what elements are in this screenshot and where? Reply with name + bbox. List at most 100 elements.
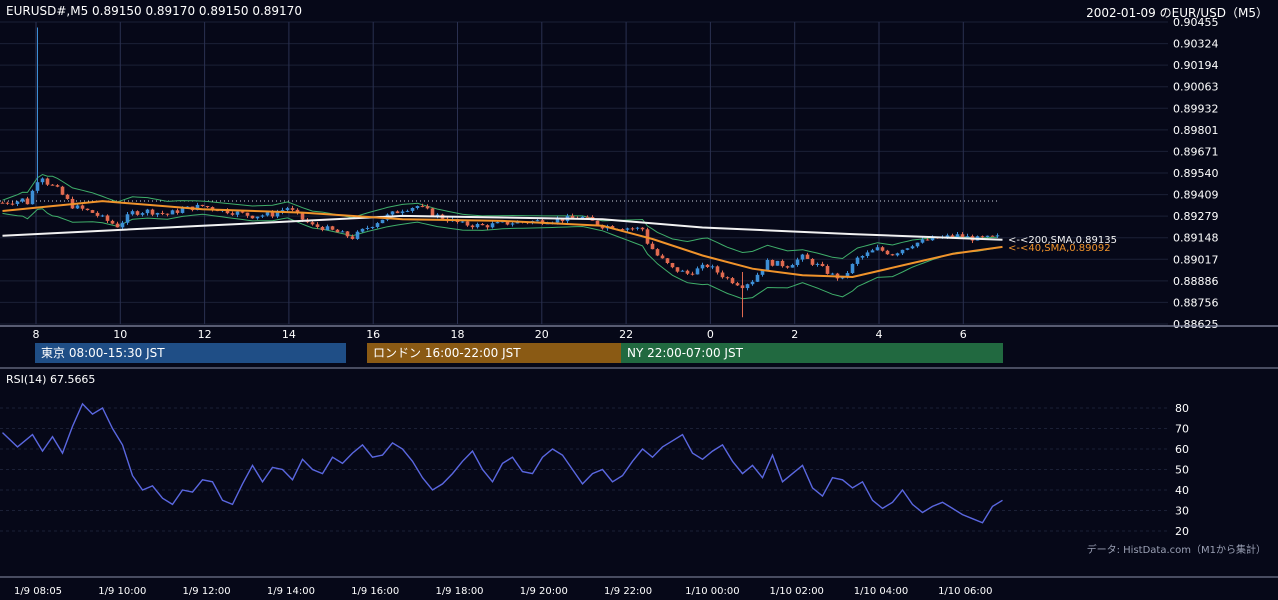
candle-body	[125, 214, 130, 223]
candle-body	[15, 201, 20, 205]
candle-body	[95, 212, 100, 216]
candle-body	[700, 264, 705, 269]
candle-body	[300, 212, 305, 220]
candle-body	[290, 208, 295, 210]
time-tick-label: 1/9 20:00	[520, 586, 568, 597]
candle-body	[465, 221, 470, 226]
candle-body	[730, 278, 735, 284]
rsi-tick-label: 70	[1175, 423, 1189, 436]
candle-body	[60, 186, 65, 195]
time-tick-label: 1/9 16:00	[351, 586, 399, 597]
price-tick-label: 0.90063	[1173, 81, 1219, 94]
candle-body	[135, 211, 140, 215]
candle-body	[325, 226, 330, 231]
candle-body	[165, 213, 170, 215]
candle-body	[110, 220, 115, 224]
hour-tick-label: 16	[366, 328, 380, 341]
candle-body	[765, 259, 770, 271]
candle-body	[365, 227, 370, 229]
candle-body	[830, 273, 835, 275]
candle-body	[210, 207, 215, 210]
candle-body	[425, 206, 430, 209]
candle-body	[735, 283, 740, 286]
candle-body	[535, 220, 540, 222]
candle-body	[200, 204, 205, 207]
candle-body	[410, 208, 415, 211]
time-tick-label: 1/10 06:00	[938, 586, 992, 597]
candle-body	[120, 222, 125, 228]
candle-body	[255, 216, 260, 219]
candle-body	[355, 231, 360, 239]
candle-body	[260, 215, 265, 217]
candle-body	[285, 208, 290, 211]
candle-body	[405, 210, 410, 212]
session-tokyo: 東京 08:00-15:30 JST	[35, 343, 346, 363]
candle-body	[495, 222, 500, 224]
candle-body	[20, 198, 25, 202]
rsi-tick-label: 60	[1175, 443, 1189, 456]
candle-body	[330, 226, 335, 230]
candle-body	[570, 215, 575, 218]
candle-body	[670, 262, 675, 268]
hour-tick-label: 22	[619, 328, 633, 341]
candle-body	[230, 213, 235, 215]
candle-body	[900, 249, 905, 254]
candle-body	[790, 265, 795, 268]
candle-body	[460, 221, 465, 223]
candle-body	[680, 270, 685, 272]
candle-body	[310, 222, 315, 225]
session-london: ロンドン 16:00-22:00 JST	[367, 343, 621, 363]
candle-body	[805, 254, 810, 259]
candle-body	[175, 210, 180, 213]
price-tick-label: 0.89148	[1173, 232, 1219, 245]
time-tick-label: 1/9 10:00	[98, 586, 146, 597]
candle-body	[795, 259, 800, 266]
price-tick-label: 0.88625	[1173, 318, 1219, 331]
candle-body	[205, 206, 210, 208]
candle-body	[315, 224, 320, 227]
candle-body	[505, 221, 510, 225]
candle-body	[955, 234, 960, 238]
sma40-line	[2, 200, 1003, 279]
candle-body	[180, 208, 185, 213]
candle-body	[690, 273, 695, 275]
candle-body	[595, 220, 600, 226]
candle-body	[270, 212, 275, 217]
data-source-note: データ: HistData.com（M1から集計）	[1086, 545, 1266, 556]
candle-body	[265, 212, 270, 216]
candle-body	[720, 272, 725, 278]
candle-body	[630, 228, 635, 230]
price-tick-label: 0.88886	[1173, 275, 1219, 288]
price-tick-label: 0.89279	[1173, 210, 1219, 223]
candle-body	[150, 209, 155, 215]
candle-body	[0, 202, 5, 204]
candle-body	[625, 228, 630, 230]
price-tick-label: 0.89540	[1173, 167, 1219, 180]
price-tick-label: 0.90455	[1173, 16, 1219, 29]
candle-body	[115, 223, 120, 228]
time-tick-label: 1/9 12:00	[183, 586, 231, 597]
candle-body	[35, 182, 40, 191]
candle-body	[130, 211, 135, 215]
candle-body	[620, 229, 625, 231]
candle-body	[25, 198, 30, 205]
candle-body	[945, 235, 950, 237]
rsi-tick-label: 80	[1175, 402, 1189, 415]
candle-body	[705, 264, 710, 267]
time-tick-label: 1/10 04:00	[854, 586, 908, 597]
candle-body	[250, 215, 255, 219]
candle-body	[400, 211, 405, 214]
candle-body	[320, 226, 325, 231]
rsi-line	[2, 402, 1003, 524]
candle-body	[855, 257, 860, 264]
time-tick-label: 1/9 18:00	[435, 586, 483, 597]
hour-tick-label: 20	[535, 328, 549, 341]
candle-body	[295, 209, 300, 213]
candle-body	[770, 259, 775, 266]
price-tick-label: 0.90324	[1173, 38, 1219, 51]
candle-body	[740, 285, 745, 289]
candle-body	[990, 235, 995, 237]
candle-body	[475, 223, 480, 228]
candle-body	[965, 236, 970, 238]
candle-body	[480, 223, 485, 226]
